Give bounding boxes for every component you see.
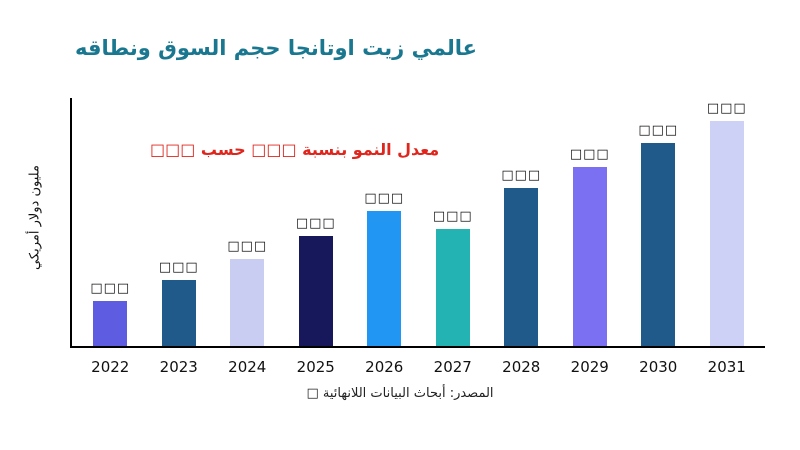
bar-group: □□□ 2026 [354, 98, 414, 376]
x-tick-label: 2028 [502, 358, 541, 376]
x-tick-label: 2031 [707, 358, 746, 376]
plot-area: معدل النمو بنسبة □□□ حسب □□□ □□□ 2022 □□□ 2… [70, 98, 765, 376]
bar-value-label: □□□ [227, 238, 268, 254]
bar-value-label: □□□ [90, 281, 131, 297]
x-tick-label: 2027 [433, 358, 472, 376]
bar-value-label: □□□ [295, 215, 336, 231]
bar [709, 120, 744, 346]
bar-group: □□□ 2025 [286, 98, 346, 376]
bar-value-label: □□□ [501, 168, 542, 184]
chart-title: عالمي زيت اوتانجا حجم السوق ونطاقه [75, 36, 478, 60]
bar [161, 279, 196, 346]
bar-group: □□□ 2023 [149, 98, 209, 376]
bar-group: □□□ 2029 [560, 98, 620, 376]
bar-group: □□□ 2031 [697, 98, 757, 376]
bar-value-label: □□□ [706, 100, 747, 116]
bar-value-label: □□□ [364, 191, 405, 207]
bar-value-label: □□□ [638, 122, 679, 138]
bar-value-label: □□□ [569, 147, 610, 163]
bar [572, 167, 607, 346]
bar [298, 235, 333, 346]
bar [367, 211, 402, 346]
bar [435, 228, 470, 346]
bar-group: □□□ 2024 [217, 98, 277, 376]
x-tick-label: 2026 [365, 358, 404, 376]
x-tick-label: 2024 [228, 358, 267, 376]
bar-group: □□□ 2022 [80, 98, 140, 376]
bar [504, 188, 539, 346]
bar [230, 258, 265, 346]
bar-group: □□□ 2030 [628, 98, 688, 376]
y-axis-label: مليون دولار أمريكي [27, 165, 43, 270]
bar [641, 142, 676, 346]
x-tick-label: 2029 [570, 358, 609, 376]
x-tick-label: 2030 [639, 358, 678, 376]
bar-value-label: □□□ [432, 208, 473, 224]
x-tick-label: 2025 [296, 358, 335, 376]
x-tick-label: 2022 [91, 358, 130, 376]
x-tick-label: 2023 [159, 358, 198, 376]
growth-rate-annotation: معدل النمو بنسبة □□□ حسب □□□ [150, 140, 440, 159]
bar-group: □□□ 2027 [423, 98, 483, 376]
bar [93, 301, 128, 346]
bar-value-label: □□□ [158, 259, 199, 275]
source-caption: المصدر: أبحاث البيانات اللانهائية □ [306, 386, 494, 401]
bar-group: □□□ 2028 [491, 98, 551, 376]
